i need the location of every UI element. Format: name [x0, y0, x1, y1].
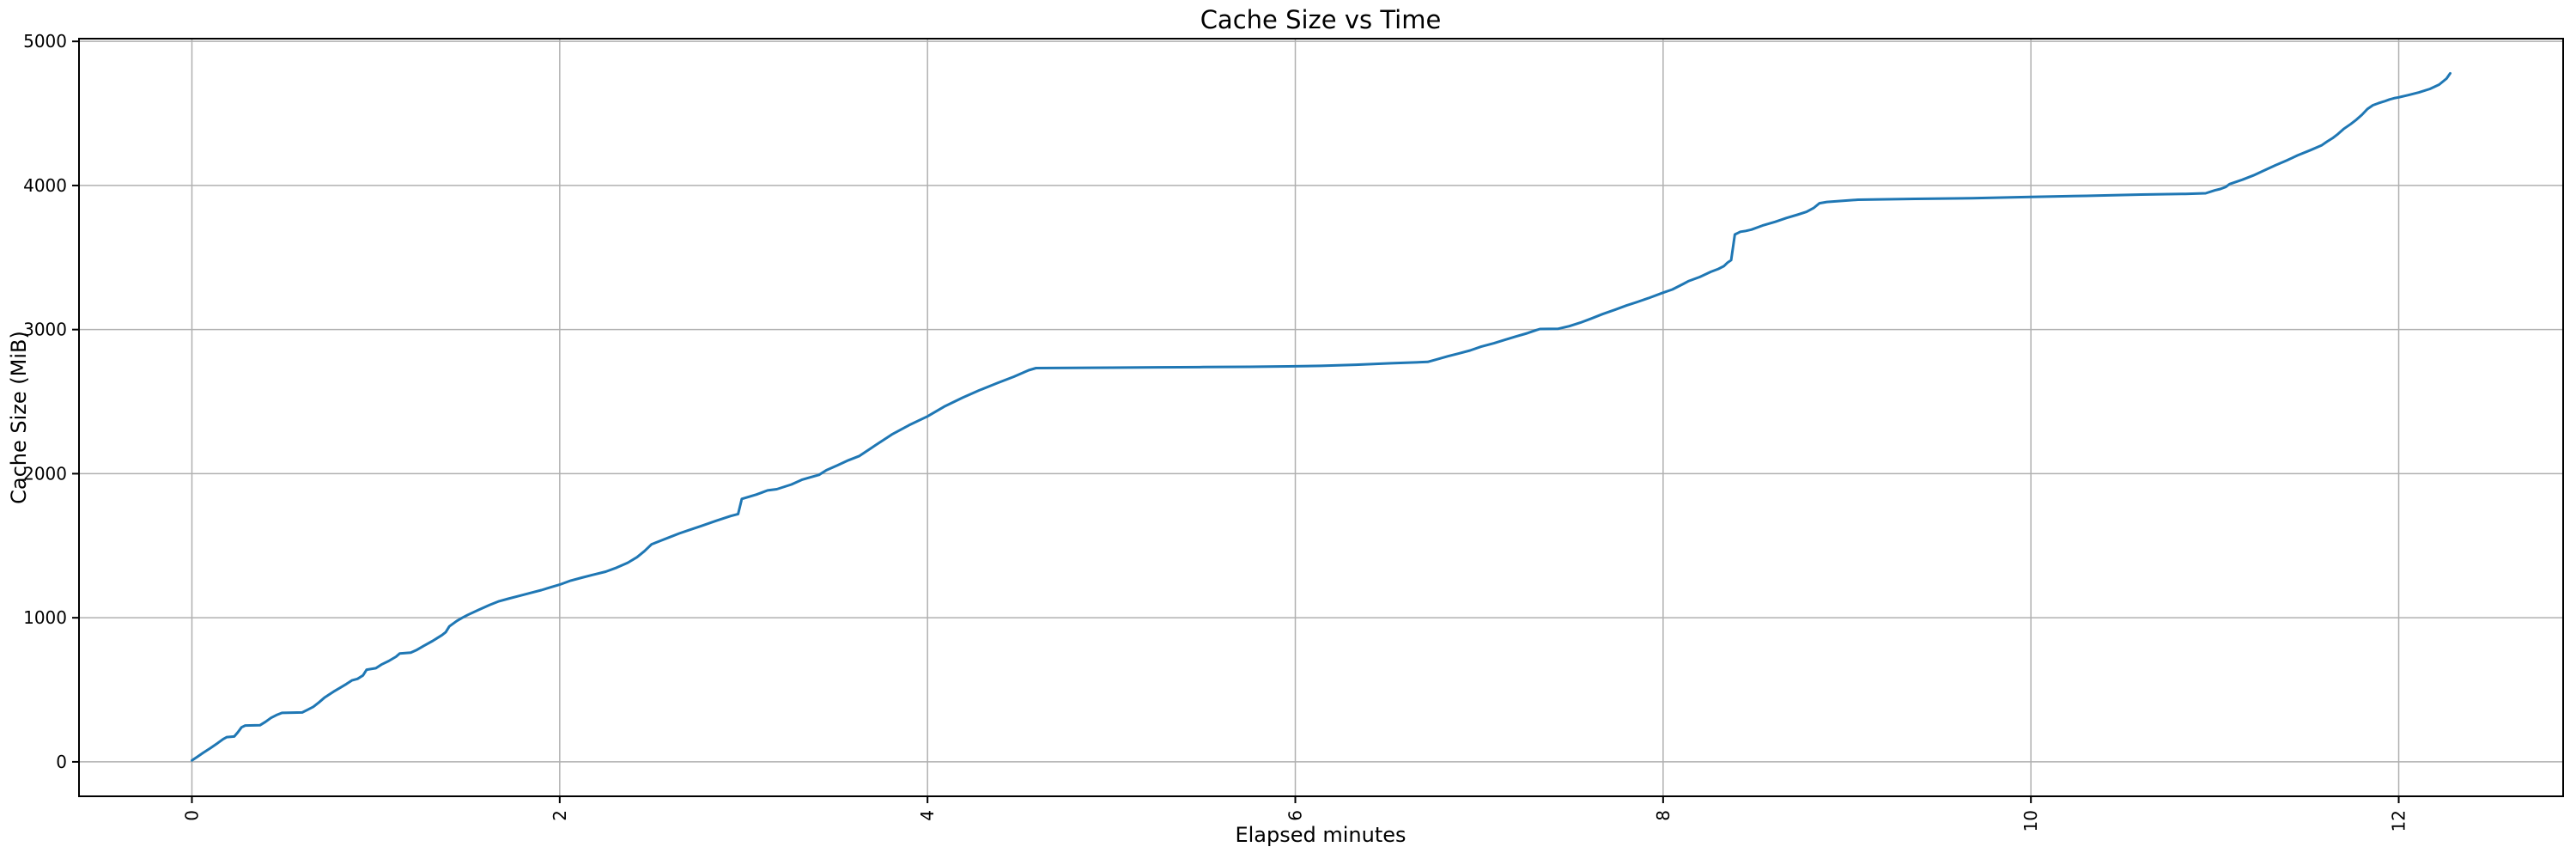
x-tick-label: 0 [182, 810, 203, 821]
y-tick-label: 3000 [23, 320, 67, 340]
x-tick-label: 10 [2020, 810, 2041, 832]
x-tick-label: 6 [1285, 810, 1306, 821]
y-tick-label: 1000 [23, 607, 67, 628]
cache-size-line [191, 71, 2451, 762]
y-tick-label: 4000 [23, 175, 67, 196]
x-tick-label: 4 [917, 810, 938, 821]
y-axis-label: Cache Size (MiB) [7, 331, 31, 504]
y-tick-label: 0 [56, 752, 67, 772]
y-tick-label: 2000 [23, 463, 67, 484]
series-layer [191, 71, 2451, 762]
x-tick-label: 2 [550, 810, 570, 821]
x-tick-label: 8 [1653, 810, 1674, 821]
y-tick-label: 5000 [23, 31, 67, 52]
tick-marks-and-labels: 0 2 4 6 8 10 12 0 1000 2000 3000 4000 5000 [23, 31, 2409, 832]
plot-border [78, 38, 2564, 797]
x-axis-label: Elapsed minutes [1235, 823, 1406, 847]
chart-title: Cache Size vs Time [1200, 5, 1442, 34]
grid-lines [79, 39, 2563, 796]
x-tick-label: 12 [2389, 810, 2409, 832]
